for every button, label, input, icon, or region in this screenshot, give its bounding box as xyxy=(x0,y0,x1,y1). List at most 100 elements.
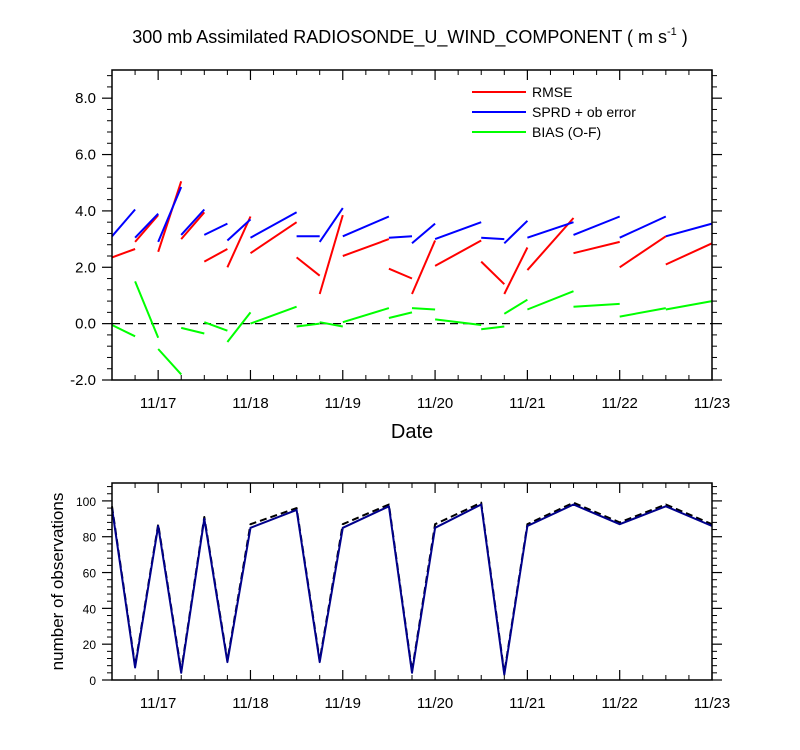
top-x-tick-label: 11/20 xyxy=(417,395,453,412)
series-bias-o-f-segment xyxy=(573,302,620,308)
legend: RMSE SPRD + ob error BIAS (O-F) xyxy=(472,84,636,140)
top-x-tick-label: 11/17 xyxy=(140,395,176,412)
bottom-x-tick-label: 11/21 xyxy=(509,695,545,712)
bottom-y-axis-label: number of observations xyxy=(48,493,67,671)
bottom-y-tick-label: 60 xyxy=(83,567,97,581)
series-rmse-segment xyxy=(665,242,713,266)
series-rmse-segment xyxy=(503,247,529,295)
series-sprd-ob-error-segment xyxy=(573,215,621,236)
series-sprd-ob-error-segment xyxy=(157,186,183,243)
series-rmse-segment xyxy=(249,221,298,255)
series-rmse-segment xyxy=(573,240,620,255)
bottom-x-tick-label: 11/19 xyxy=(325,695,361,712)
bottom-x-tick-label: 11/23 xyxy=(694,695,730,712)
series-bias-o-f-segment xyxy=(481,325,505,331)
bottom-plot-frame xyxy=(111,482,713,681)
bottom-x-tick-label: 11/18 xyxy=(232,695,268,712)
series-rmse-segment xyxy=(134,214,159,243)
series-sprd-ob-error-segment xyxy=(527,221,574,239)
bottom-y-tick-label: 40 xyxy=(83,602,97,616)
chart-title-close: ) xyxy=(677,27,688,47)
series-bias-o-f-segment xyxy=(226,311,252,343)
top-y-tick-label: 6.0 xyxy=(75,147,96,164)
series-sprd-ob-error-segment xyxy=(226,218,252,242)
bottom-x-tick-label: 11/20 xyxy=(417,695,453,712)
series-bias-o-f-segment xyxy=(388,311,413,319)
chart-title-main: 300 mb Assimilated RADIOSONDE_U_WIND_COM… xyxy=(132,27,667,48)
top-plot-frame xyxy=(111,69,713,381)
series-rmse-segment xyxy=(111,248,136,259)
bottom-x-tick-label: 11/22 xyxy=(601,695,637,712)
series-bias-o-f-segment xyxy=(180,326,205,335)
bottom-x-tick-label: 11/17 xyxy=(140,695,176,712)
bottom-y-tick-labels: 0 20 40 60 80 100 xyxy=(76,495,96,688)
top-x-tick-label: 11/18 xyxy=(232,395,268,412)
series-rmse-segment xyxy=(434,239,482,267)
series-sprd-ob-error-segment xyxy=(342,215,390,238)
chart-title-unit-exponent: -1 xyxy=(667,26,677,38)
top-y-tick-labels: -2.0 0.0 2.0 4.0 6.0 8.0 xyxy=(70,90,96,389)
series-rmse-segment xyxy=(226,216,252,268)
series-rmse-segment xyxy=(388,267,413,280)
series-rmse-segment xyxy=(411,240,437,295)
series-sprd-ob-error-segment xyxy=(619,215,667,239)
series-sprd-ob-error-segment xyxy=(111,208,136,237)
bottom-x-tick-labels: 11/17 11/18 11/19 11/20 11/21 11/22 11/23 xyxy=(140,695,730,712)
series-sprd-ob-error-segment xyxy=(665,222,713,238)
top-x-tick-label: 11/19 xyxy=(325,395,361,412)
series-rmse-segment xyxy=(203,248,228,263)
legend-label-sprd-ob-error: SPRD + ob error xyxy=(532,104,636,120)
series-rmse-segment xyxy=(342,238,390,257)
series-bias-o-f-segment xyxy=(134,281,160,339)
series-bias-o-f-segment xyxy=(250,305,297,325)
series-rmse-segment xyxy=(480,260,505,285)
series-bias-o-f-segment xyxy=(411,307,436,311)
series-rmse-segment xyxy=(619,235,667,269)
series-bias-o-f-segment xyxy=(203,321,228,332)
top-x-tick-label: 11/21 xyxy=(509,395,545,412)
series-rmse-segment xyxy=(295,256,321,277)
bottom-y-tick-label: 0 xyxy=(89,674,96,688)
series-bias-o-f-segment xyxy=(434,318,482,326)
series-sprd-ob-error-segment xyxy=(411,222,436,245)
series-bias-o-f-segment xyxy=(157,348,182,376)
x-axis-label: Date xyxy=(391,421,433,443)
top-ticks xyxy=(102,70,722,381)
top-y-tick-label: 2.0 xyxy=(75,259,96,276)
series-bias-o-f-segment xyxy=(503,298,528,315)
series-sprd-ob-error-segment xyxy=(503,220,529,245)
series-rmse-segment xyxy=(180,211,206,240)
series-sprd-ob-error-segment xyxy=(180,208,206,236)
chart-title: 300 mb Assimilated RADIOSONDE_U_WIND_COM… xyxy=(132,26,688,48)
series-sprd-ob-error-segment xyxy=(250,211,298,239)
top-x-tick-label: 11/22 xyxy=(601,395,637,412)
bottom-y-tick-label: 20 xyxy=(83,638,97,652)
series-bias-o-f-segment xyxy=(111,324,136,338)
series-sprd-ob-error-segment xyxy=(134,213,159,239)
series-sprd-ob-error-segment xyxy=(203,222,228,236)
series-bias-o-f-segment xyxy=(665,300,713,311)
series-rmse-segment xyxy=(526,217,575,271)
legend-label-bias-o-f: BIAS (O-F) xyxy=(532,124,601,140)
series-assimilated-obs-line xyxy=(111,503,713,676)
top-y-tick-label: 4.0 xyxy=(75,203,96,220)
series-sprd-ob-error-segment xyxy=(318,207,344,243)
bottom-y-tick-label: 80 xyxy=(83,531,97,545)
series-bias-o-f-segment xyxy=(527,290,574,311)
series-bias-o-f-segment xyxy=(319,321,343,328)
bottom-series-layer xyxy=(111,501,713,676)
series-bias-o-f-segment xyxy=(296,322,320,328)
top-x-tick-labels: 11/17 11/18 11/19 11/20 11/21 11/22 11/23 xyxy=(140,395,730,412)
top-series-layer xyxy=(111,180,713,376)
top-y-tick-label: 8.0 xyxy=(75,90,96,107)
top-y-tick-label: -2.0 xyxy=(70,372,96,389)
series-rmse-segment xyxy=(318,214,344,295)
series-sprd-ob-error-segment xyxy=(434,221,482,241)
series-sprd-ob-error-segment xyxy=(481,236,505,241)
top-y-tick-label: 0.0 xyxy=(75,316,96,333)
bottom-y-tick-label: 100 xyxy=(76,495,96,509)
series-bias-o-f-segment xyxy=(619,307,666,318)
legend-label-rmse: RMSE xyxy=(532,84,572,100)
